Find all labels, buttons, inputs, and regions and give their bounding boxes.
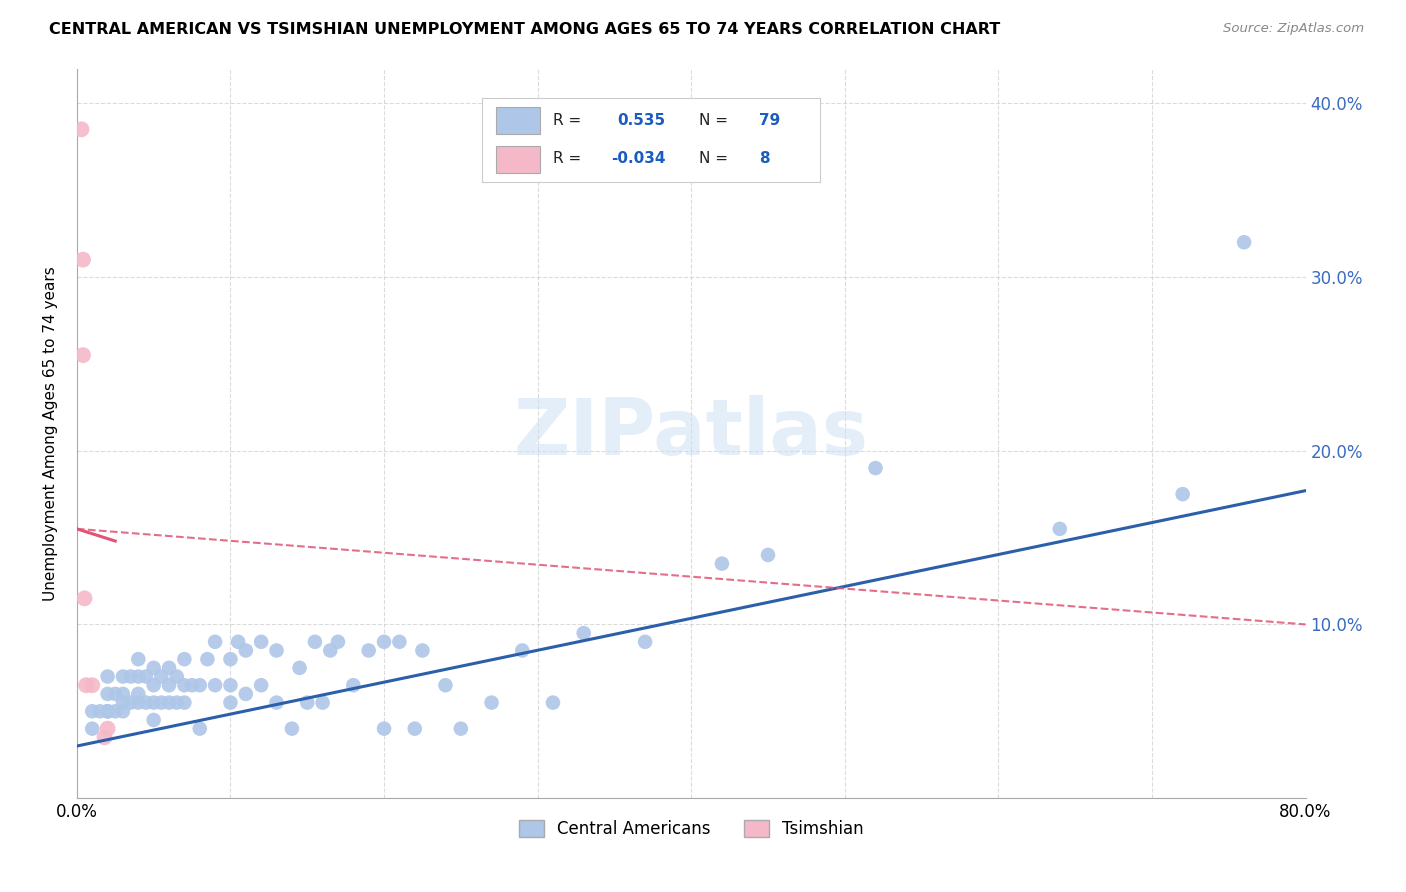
Text: Source: ZipAtlas.com: Source: ZipAtlas.com [1223, 22, 1364, 36]
Point [82, 704, 104, 718]
Text: CENTRAL AMERICAN VS TSIMSHIAN UNEMPLOYMENT AMONG AGES 65 TO 74 YEARS CORRELATION: CENTRAL AMERICAN VS TSIMSHIAN UNEMPLOYME… [49, 22, 1001, 37]
Point [173, 696, 195, 710]
Point [634, 634, 657, 648]
Point [97, 669, 120, 683]
Point [388, 634, 411, 648]
Point [97, 722, 120, 736]
Point [82, 722, 104, 736]
Point [157, 696, 180, 710]
Point [572, 626, 595, 640]
Point [75, 678, 97, 692]
Point [70, 122, 93, 136]
Point [135, 696, 157, 710]
Text: ZIPatlas: ZIPatlas [513, 395, 869, 471]
Point [756, 548, 779, 562]
Point [97, 704, 120, 718]
Point [235, 687, 257, 701]
Point [373, 722, 395, 736]
Point [166, 696, 188, 710]
Point [219, 652, 242, 666]
Point [204, 678, 226, 692]
Point [97, 704, 120, 718]
Point [235, 643, 257, 657]
Point [82, 678, 104, 692]
Point [404, 722, 426, 736]
Point [173, 678, 195, 692]
Point [150, 669, 173, 683]
Point [266, 643, 288, 657]
Point [197, 652, 219, 666]
Point [1233, 235, 1256, 250]
Point [1049, 522, 1071, 536]
Point [73, 591, 96, 606]
Point [97, 687, 120, 701]
Point [72, 348, 94, 362]
Point [281, 722, 304, 736]
Point [150, 696, 173, 710]
Point [250, 678, 273, 692]
Point [89, 704, 111, 718]
Point [250, 634, 273, 648]
Point [266, 696, 288, 710]
Point [510, 643, 533, 657]
Point [865, 461, 887, 475]
Point [104, 687, 127, 701]
Point [127, 652, 149, 666]
Point [157, 678, 180, 692]
Point [226, 634, 249, 648]
Point [97, 704, 120, 718]
Point [142, 713, 165, 727]
Point [142, 696, 165, 710]
Point [319, 643, 342, 657]
Point [157, 661, 180, 675]
Point [111, 669, 134, 683]
Point [120, 696, 142, 710]
Point [93, 731, 115, 745]
Point [111, 696, 134, 710]
Point [541, 696, 564, 710]
Point [710, 557, 733, 571]
Point [142, 661, 165, 675]
Point [1171, 487, 1194, 501]
Point [111, 687, 134, 701]
Y-axis label: Unemployment Among Ages 65 to 74 years: Unemployment Among Ages 65 to 74 years [44, 266, 58, 600]
Point [304, 634, 326, 648]
Point [188, 722, 211, 736]
Point [142, 678, 165, 692]
Point [166, 669, 188, 683]
Point [342, 678, 364, 692]
Point [219, 696, 242, 710]
Point [127, 687, 149, 701]
Point [120, 669, 142, 683]
Point [481, 696, 503, 710]
Point [434, 678, 457, 692]
Point [181, 678, 204, 692]
Point [373, 634, 395, 648]
Point [357, 643, 380, 657]
Legend: Central Americans, Tsimshian: Central Americans, Tsimshian [512, 813, 870, 845]
Point [219, 678, 242, 692]
Point [127, 669, 149, 683]
Point [111, 704, 134, 718]
Point [411, 643, 433, 657]
Point [297, 696, 319, 710]
Point [311, 696, 333, 710]
Point [127, 696, 149, 710]
Point [173, 652, 195, 666]
Point [135, 669, 157, 683]
Point [450, 722, 472, 736]
Point [188, 678, 211, 692]
Point [288, 661, 311, 675]
Point [72, 252, 94, 267]
Point [204, 634, 226, 648]
Point [326, 634, 349, 648]
Point [104, 704, 127, 718]
